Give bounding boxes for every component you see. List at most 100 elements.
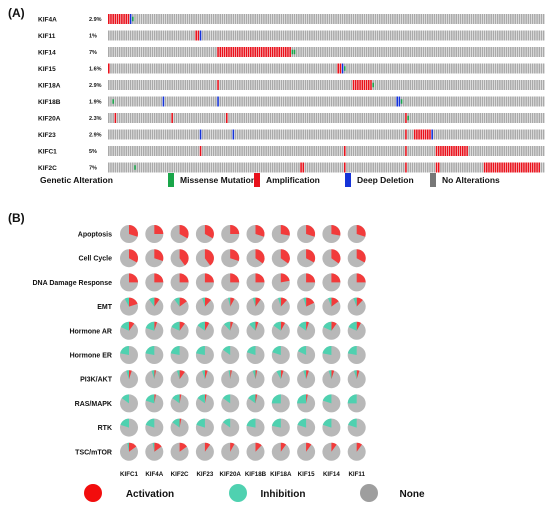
sample-cell — [337, 113, 340, 123]
sample-cell — [304, 47, 307, 57]
amplification-cell — [514, 162, 516, 173]
sample-cell — [483, 47, 486, 57]
sample-cell — [232, 113, 235, 123]
legend-entry: Inhibition — [261, 489, 306, 500]
pie-activation-slice — [255, 442, 262, 452]
sample-cell — [501, 14, 503, 24]
sample-cell — [333, 14, 335, 24]
sample-cell — [512, 113, 514, 123]
sample-cell — [361, 14, 364, 24]
sample-cell — [125, 129, 128, 140]
sample-cell — [108, 162, 110, 173]
pie-activation-slice — [356, 297, 363, 307]
amplification-cell — [492, 162, 495, 173]
sample-cell — [368, 113, 370, 123]
sample-cell — [501, 96, 503, 107]
sample-cell — [536, 129, 538, 140]
pie-activation-slice — [280, 321, 286, 331]
sample-cell — [328, 129, 331, 140]
sample-cell — [346, 129, 348, 140]
sample-cell — [494, 113, 497, 123]
sample-cell — [241, 63, 243, 74]
sample-cell — [123, 162, 125, 173]
sample-cell — [134, 63, 136, 74]
sample-cell — [134, 14, 136, 24]
sample-cell — [142, 14, 145, 24]
sample-cell — [228, 30, 230, 41]
sample-cell — [368, 129, 370, 140]
sample-cell — [529, 96, 532, 107]
sample-cell — [483, 30, 486, 41]
sample-cell — [457, 129, 460, 140]
sample-cell — [494, 96, 497, 107]
sample-cell — [284, 80, 287, 90]
sample-cell — [357, 129, 359, 140]
legend-swatch — [345, 173, 351, 187]
sample-cell — [291, 14, 294, 24]
sample-cell — [486, 129, 488, 140]
sample-cell — [527, 30, 530, 41]
sample-cell — [293, 80, 296, 90]
sample-cell — [171, 80, 173, 90]
gene-column-label: KIF14 — [323, 471, 340, 478]
sample-cell — [276, 30, 278, 41]
pie-inhibition-slice — [176, 370, 180, 380]
gene-percent: 5% — [89, 149, 97, 155]
sample-cell — [186, 129, 189, 140]
sample-cell — [339, 129, 342, 140]
sample-cell — [339, 162, 342, 173]
sample-cell — [180, 80, 182, 90]
sample-cell — [295, 63, 298, 74]
sample-cell — [195, 63, 197, 74]
sample-cell — [354, 14, 357, 24]
sample-cell — [223, 96, 226, 107]
sample-cell — [260, 80, 263, 90]
sample-cell — [483, 80, 486, 90]
sample-cell — [346, 30, 348, 41]
sample-cell — [413, 14, 416, 24]
sample-cell — [274, 63, 276, 74]
sample-cell — [127, 80, 130, 90]
sample-cell — [352, 162, 355, 173]
deletion-cell — [129, 14, 132, 24]
sample-cell — [326, 129, 329, 140]
sample-cell — [466, 96, 468, 107]
sample-cell — [453, 113, 455, 123]
gene-label: KIF23 — [38, 132, 56, 139]
sample-cell — [437, 80, 440, 90]
sample-cell — [191, 113, 193, 123]
sample-cell — [295, 113, 298, 123]
sample-cell — [475, 162, 477, 173]
pie-activation-slice — [331, 249, 341, 264]
sample-cell — [475, 146, 477, 156]
sample-cell — [210, 113, 213, 123]
sample-cell — [151, 63, 154, 74]
sample-cell — [149, 47, 152, 57]
sample-cell — [326, 146, 329, 156]
sample-cell — [289, 113, 291, 123]
sample-cell — [451, 129, 453, 140]
sample-cell — [121, 146, 123, 156]
sample-cell — [282, 14, 285, 24]
sample-cell — [175, 113, 178, 123]
sample-cell — [127, 129, 130, 140]
sample-cell — [151, 14, 154, 24]
sample-cell — [333, 47, 335, 57]
sample-cell — [210, 63, 213, 74]
sample-cell — [496, 129, 499, 140]
sample-cell — [232, 146, 235, 156]
sample-cell — [378, 80, 381, 90]
missense-cell — [291, 49, 294, 55]
sample-cell — [538, 14, 541, 24]
sample-cell — [184, 80, 187, 90]
sample-cell — [472, 96, 475, 107]
sample-cell — [110, 63, 112, 74]
sample-cell — [245, 146, 248, 156]
sample-cell — [123, 113, 125, 123]
sample-cell — [134, 96, 136, 107]
sample-cell — [149, 96, 152, 107]
amplification-cell — [221, 47, 224, 57]
sample-cell — [245, 63, 248, 74]
sample-cell — [164, 63, 167, 74]
